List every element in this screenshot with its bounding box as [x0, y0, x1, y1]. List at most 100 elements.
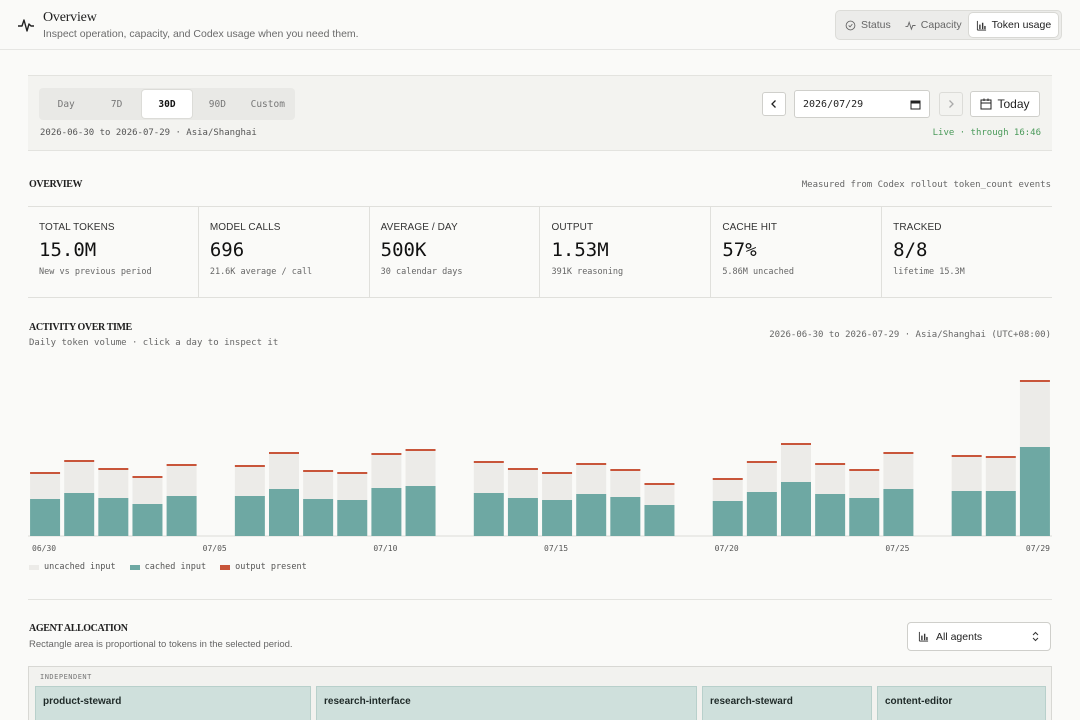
bar-cached-input-07-06[interactable] [234, 496, 265, 536]
bar-output-present-07-10[interactable] [371, 453, 402, 455]
tab-capacity[interactable]: Capacity [898, 13, 969, 37]
bar-cached-input-07-27[interactable] [951, 491, 982, 536]
bar-uncached-input-07-09[interactable] [337, 474, 368, 500]
bar-cached-input-07-21[interactable] [746, 492, 777, 536]
date-input[interactable]: 2026/07/29 [794, 90, 930, 118]
bar-uncached-input-07-29[interactable] [1019, 382, 1050, 447]
bar-cached-input-07-25[interactable] [883, 489, 914, 536]
bar-uncached-input-07-23[interactable] [815, 465, 846, 494]
bar-cached-input-07-20[interactable] [712, 501, 743, 536]
tile-research-interface[interactable]: research-interface [316, 686, 697, 720]
bar-output-present-06-30[interactable] [30, 472, 61, 474]
bar-output-present-07-04[interactable] [166, 464, 197, 466]
bar-cached-input-07-22[interactable] [781, 482, 811, 536]
bar-uncached-input-07-17[interactable] [610, 471, 641, 497]
period-30d[interactable]: 30D [141, 90, 193, 118]
bar-output-present-07-27[interactable] [951, 455, 982, 457]
bar-output-present-07-29[interactable] [1019, 380, 1050, 382]
bar-uncached-input-07-16[interactable] [576, 465, 607, 494]
stat-value: 57% [722, 239, 757, 261]
bar-cached-input-07-03[interactable] [132, 504, 163, 536]
bar-cached-input-07-11[interactable] [405, 486, 436, 536]
bar-output-present-07-11[interactable] [405, 449, 436, 451]
bar-cached-input-07-02[interactable] [98, 498, 129, 536]
bar-output-present-07-01[interactable] [64, 460, 95, 462]
period-90d[interactable]: 90D [208, 98, 226, 110]
bar-uncached-input-07-20[interactable] [712, 480, 743, 501]
bar-uncached-input-07-01[interactable] [64, 462, 95, 493]
bar-output-present-07-16[interactable] [576, 463, 607, 465]
bar-uncached-input-07-14[interactable] [507, 470, 538, 498]
bar-uncached-input-07-27[interactable] [951, 457, 982, 491]
bar-output-present-07-20[interactable] [712, 478, 743, 480]
bar-output-present-07-03[interactable] [132, 476, 163, 478]
bar-uncached-input-07-11[interactable] [405, 451, 436, 486]
bar-output-present-07-18[interactable] [644, 483, 675, 485]
bar-cached-input-07-16[interactable] [576, 494, 607, 536]
bar-cached-input-07-18[interactable] [644, 505, 675, 536]
bar-cached-input-07-24[interactable] [849, 498, 880, 536]
legend-label: uncached input [44, 562, 116, 572]
bar-cached-input-07-07[interactable] [269, 489, 299, 536]
chevron-up-down-icon [1032, 631, 1039, 642]
bar-uncached-input-07-03[interactable] [132, 478, 163, 504]
period-7d[interactable]: 7D [110, 98, 123, 110]
bar-output-present-07-17[interactable] [610, 469, 641, 471]
bar-output-present-07-06[interactable] [234, 465, 265, 467]
bar-uncached-input-07-10[interactable] [371, 455, 402, 488]
bar-output-present-07-13[interactable] [473, 461, 504, 463]
bar-uncached-input-07-22[interactable] [781, 445, 811, 482]
bar-uncached-input-07-18[interactable] [644, 485, 675, 505]
tab-token-usage[interactable]: Token usage [968, 13, 1059, 37]
bar-uncached-input-07-15[interactable] [542, 474, 573, 500]
bar-output-present-07-02[interactable] [98, 468, 129, 470]
tile-content-editor[interactable]: content-editor [877, 686, 1046, 720]
bar-uncached-input-07-21[interactable] [746, 463, 777, 492]
bar-cached-input-07-29[interactable] [1019, 447, 1050, 536]
bar-uncached-input-07-08[interactable] [303, 472, 334, 499]
bar-cached-input-07-10[interactable] [371, 488, 402, 536]
bar-output-present-07-25[interactable] [883, 452, 914, 454]
bar-output-present-07-14[interactable] [507, 468, 538, 470]
bar-cached-input-07-13[interactable] [473, 493, 504, 536]
bar-cached-input-07-04[interactable] [166, 496, 197, 536]
stat-total-tokens: TOTAL TOKENS 15.0M New vs previous perio… [28, 207, 199, 297]
bar-output-present-07-28[interactable] [985, 456, 1016, 458]
bar-cached-input-07-23[interactable] [815, 494, 846, 536]
bar-output-present-07-21[interactable] [746, 461, 777, 463]
next-day-button[interactable] [939, 92, 963, 116]
tile-research-steward[interactable]: research-steward [702, 686, 872, 720]
bar-uncached-input-07-25[interactable] [883, 454, 914, 489]
tab-status[interactable]: Status [838, 13, 898, 37]
bar-cached-input-07-01[interactable] [64, 493, 95, 536]
bar-uncached-input-07-04[interactable] [166, 466, 197, 496]
bar-output-present-07-22[interactable] [781, 443, 811, 445]
bar-uncached-input-07-07[interactable] [269, 454, 299, 489]
bar-output-present-07-07[interactable] [269, 452, 299, 454]
bar-uncached-input-07-24[interactable] [849, 471, 880, 498]
bar-output-present-07-09[interactable] [337, 472, 368, 474]
today-button[interactable]: Today [970, 91, 1040, 117]
bar-output-present-07-23[interactable] [815, 463, 846, 465]
bar-cached-input-07-28[interactable] [985, 491, 1016, 536]
prev-day-button[interactable] [762, 92, 786, 116]
bar-uncached-input-07-28[interactable] [985, 458, 1016, 491]
bar-cached-input-07-09[interactable] [337, 500, 368, 536]
x-tick-label: 07/15 [544, 544, 568, 553]
tile-product-steward[interactable]: product-steward [35, 686, 311, 720]
bar-output-present-07-15[interactable] [542, 472, 573, 474]
period-custom[interactable]: Custom [250, 98, 285, 110]
bar-cached-input-07-15[interactable] [542, 500, 573, 536]
bar-cached-input-06-30[interactable] [30, 499, 61, 536]
bar-output-present-07-24[interactable] [849, 469, 880, 471]
bar-cached-input-07-17[interactable] [610, 497, 641, 536]
bar-cached-input-07-08[interactable] [303, 499, 334, 536]
bar-output-present-07-08[interactable] [303, 470, 334, 472]
period-day[interactable]: Day [57, 98, 75, 110]
bar-cached-input-07-14[interactable] [507, 498, 538, 536]
bar-uncached-input-06-30[interactable] [30, 474, 61, 499]
agent-select[interactable]: All agents [907, 622, 1051, 651]
bar-uncached-input-07-02[interactable] [98, 470, 129, 498]
bar-uncached-input-07-13[interactable] [473, 463, 504, 493]
bar-uncached-input-07-06[interactable] [234, 467, 265, 496]
